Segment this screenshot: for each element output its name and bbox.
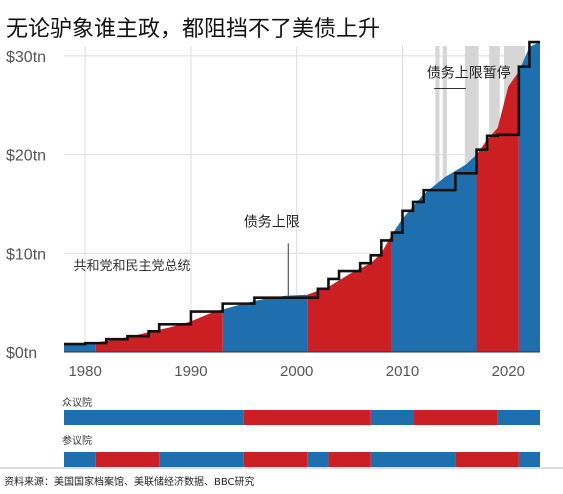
debt-area-democrat: [391, 154, 477, 352]
axes: $0tn $10tn $20tn $30tn 1980 1990 2000 2010 2020: [6, 49, 540, 380]
senate-strip-segment-republican: [328, 452, 371, 467]
senate-strip-segment-democrat: [64, 452, 96, 467]
y-tick-label: $30tn: [6, 49, 46, 66]
senate-strip-label: 参议院: [62, 434, 92, 447]
senate-strip-segment-democrat: [159, 452, 244, 467]
x-tick-label: 2010: [386, 363, 419, 380]
senate-strip-segment-democrat: [518, 452, 540, 467]
house-strip-segment-republican: [243, 410, 371, 425]
x-tick-label: 1980: [68, 363, 101, 380]
y-tick-label: $0tn: [6, 345, 37, 362]
house-strip-segment-democrat: [64, 410, 244, 425]
chart-title: 无论驴象谁主政，都阻挡不了美债上升: [6, 17, 380, 42]
y-tick-label: $20tn: [6, 148, 46, 165]
senate-strip-segment-democrat: [307, 452, 329, 467]
debt-ceiling-line: [64, 40, 540, 346]
debt-ceiling-step-line: [64, 40, 540, 346]
annotation-ceiling-suspension: 债务上限暂停: [427, 65, 511, 82]
house-strip-label: 众议院: [62, 396, 92, 409]
senate-strip-segment-republican: [243, 452, 308, 467]
x-tick-label: 2000: [280, 363, 313, 380]
annotation-presidents: 共和党和民主党总统: [74, 259, 191, 274]
x-tick-label: 1990: [174, 363, 207, 380]
x-tick-label: 2020: [492, 363, 525, 380]
senate-strip-segment-republican: [95, 452, 160, 467]
annotation-debt-ceiling: 债务上限: [244, 215, 300, 231]
y-tick-label: $10tn: [6, 246, 46, 263]
senate-strip-segment-democrat: [370, 452, 456, 467]
house-strip-segment-democrat: [497, 410, 540, 425]
senate-strip-segment-republican: [455, 452, 519, 467]
debt-area-republican: [307, 234, 392, 352]
house-strip-segment-democrat: [370, 410, 414, 425]
source-note: 资料来源：美国国家档案馆、美联储经济数据、BBC研究: [4, 475, 255, 488]
house-strip-segment-republican: [413, 410, 498, 425]
debt-area-democrat: [518, 42, 540, 353]
debt-area-democrat: [222, 294, 308, 352]
